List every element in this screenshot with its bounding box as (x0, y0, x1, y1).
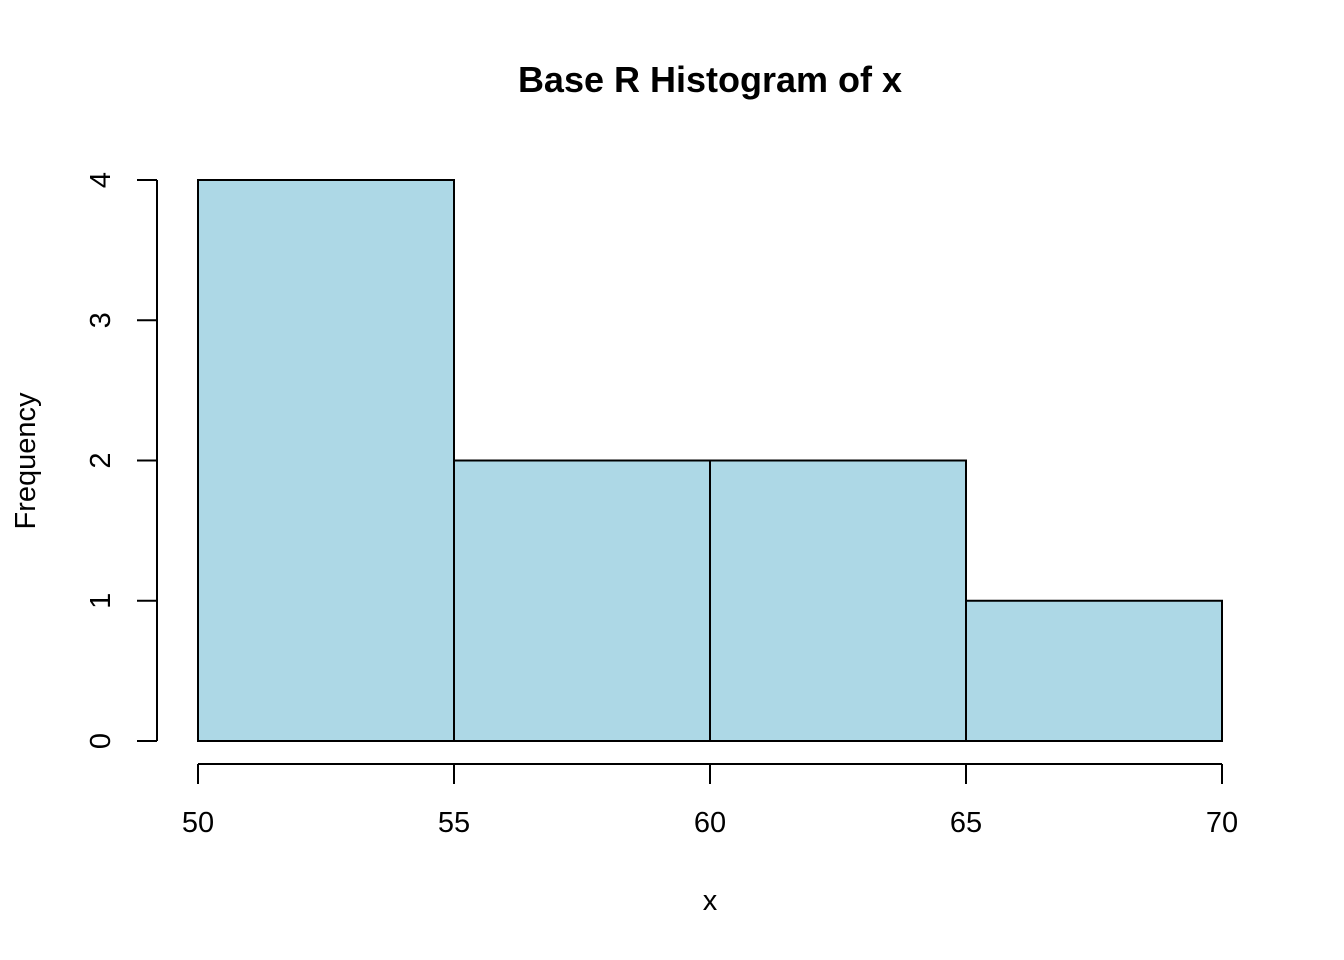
x-tick-label-3: 65 (950, 807, 982, 839)
x-axis-title: x (703, 885, 718, 917)
y-axis-title: Frequency (10, 392, 42, 530)
y-tick-label-2: 2 (85, 452, 117, 468)
x-tick-label-2: 60 (694, 807, 726, 839)
histogram-bar-0 (197, 179, 455, 742)
y-ticks-layer: 0 1 2 3 4 (85, 172, 157, 749)
bars-layer (197, 179, 1223, 742)
y-tick-label-3: 3 (85, 312, 117, 328)
histogram-bar-2 (709, 459, 967, 742)
y-tick-label-4: 4 (85, 172, 117, 188)
histogram-bar-3 (965, 599, 1223, 742)
x-tick-label-1: 55 (438, 807, 470, 839)
x-tick-label-4: 70 (1206, 807, 1238, 839)
x-tick-label-0: 50 (182, 807, 214, 839)
y-tick-label-0: 0 (85, 733, 117, 749)
chart-title: Base R Histogram of x (518, 59, 902, 100)
histogram-bar-1 (453, 459, 711, 742)
x-ticks-layer: 50 55 60 65 70 (182, 764, 1238, 839)
y-tick-label-1: 1 (85, 593, 117, 609)
